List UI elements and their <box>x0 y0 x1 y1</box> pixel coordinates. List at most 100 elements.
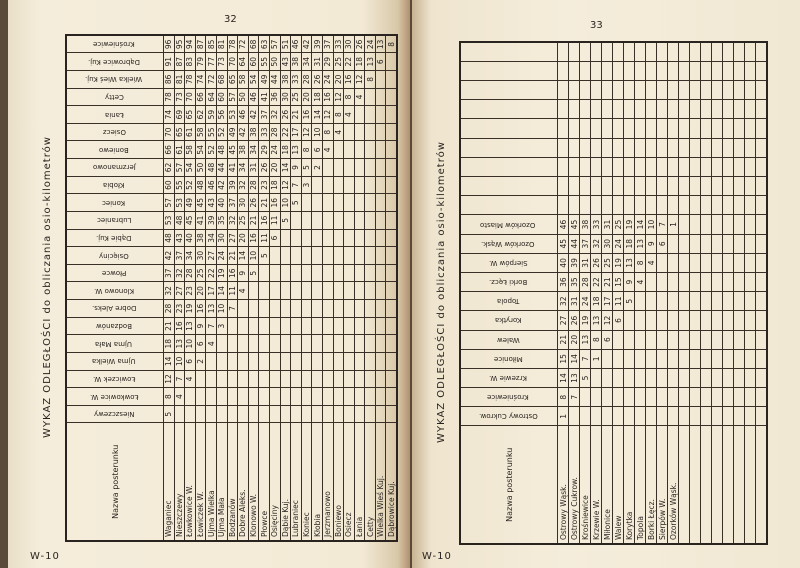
distance-cell <box>375 264 386 282</box>
distance-cell: 54 <box>195 141 206 159</box>
distance-cell <box>385 105 397 124</box>
distance-cell: 49 <box>184 193 196 212</box>
column-header: Ujma Mała <box>66 334 164 353</box>
distance-cell <box>678 349 690 369</box>
distance-cell: 27 <box>557 310 569 331</box>
distance-cell <box>375 299 386 318</box>
distance-cell: 18 <box>280 141 291 159</box>
distance-cell <box>568 157 580 177</box>
distance-cell: 20 <box>237 229 249 247</box>
distance-cell: 55 <box>205 123 217 141</box>
column-header: Łowiczek W. <box>66 370 164 388</box>
distance-cell: 62 <box>163 158 175 177</box>
distance-cell <box>667 119 679 139</box>
distance-cell <box>689 61 701 81</box>
distance-cell: 32 <box>557 291 569 311</box>
distance-cell <box>744 214 756 235</box>
distance-cell <box>205 352 217 371</box>
distance-cell <box>722 291 734 311</box>
distance-cell <box>733 272 745 292</box>
distance-cell <box>385 370 397 388</box>
distance-cell: 60 <box>163 176 175 194</box>
distance-cell: 20 <box>195 282 206 300</box>
distance-cell: 10 <box>280 193 291 212</box>
table-row: Sierpów W. 6 7 <box>656 42 668 544</box>
distance-cell <box>590 61 602 81</box>
distance-cell <box>364 317 376 335</box>
distance-cell <box>689 176 701 196</box>
distance-cell: 16 <box>248 229 259 247</box>
distance-cell: 59 <box>205 105 217 124</box>
station-name: Nieszczewy <box>174 423 185 541</box>
station-name: Dąbie Kuj. <box>280 423 291 541</box>
distance-cell <box>744 291 756 311</box>
column-header-label: Boniewo <box>99 145 129 154</box>
distance-cell: 87 <box>174 52 185 71</box>
distance-cell <box>700 195 712 215</box>
distance-cell: 54 <box>184 158 196 177</box>
distance-cell <box>375 229 386 247</box>
distance-cell <box>678 368 690 388</box>
table-row <box>755 42 767 544</box>
distance-cell <box>322 387 333 406</box>
distance-cell <box>354 405 365 423</box>
distance-cell <box>354 334 365 353</box>
distance-cell <box>258 282 270 300</box>
distance-cell <box>333 317 344 335</box>
distance-cell <box>678 80 690 100</box>
distance-cell <box>744 80 756 100</box>
distance-cell: 42 <box>301 35 312 53</box>
distance-cell <box>634 291 646 311</box>
distance-cell <box>667 368 679 388</box>
distance-cell: 68 <box>216 70 228 89</box>
distance-cell: 27 <box>174 282 185 300</box>
station-name: Wielka Wieś Kuj. <box>375 423 386 541</box>
distance-cell: 58 <box>184 141 196 159</box>
distance-cell <box>645 368 657 388</box>
distance-cell <box>290 334 302 353</box>
distance-cell <box>689 406 701 426</box>
distance-cell <box>280 405 291 423</box>
distance-cell <box>678 157 690 177</box>
distance-cell <box>645 291 657 311</box>
distance-cell <box>311 352 323 371</box>
distance-cell: 25 <box>601 253 613 273</box>
column-header-label: Klonowo W. <box>93 286 135 295</box>
distance-cell <box>258 299 270 318</box>
distance-cell: 48 <box>163 229 175 247</box>
column-header-label: Krzewie W. <box>489 374 527 383</box>
distance-cell <box>354 282 365 300</box>
distance-cell: 34 <box>248 141 259 159</box>
distance-cell <box>290 370 302 388</box>
distance-cell <box>612 195 624 215</box>
distance-cell <box>634 349 646 369</box>
distance-cell <box>375 370 386 388</box>
table-row <box>689 42 701 544</box>
column-header-label: Bodzanów <box>96 322 132 331</box>
column-header: Lubraniec <box>66 211 164 230</box>
distance-cell <box>678 119 690 139</box>
distance-cell: 87 <box>195 35 206 53</box>
table-row: Lubraniec 5 7 9 13 17 21 25 33 38 46 <box>290 35 302 541</box>
distance-cell <box>601 42 613 62</box>
distance-cell: 8 <box>322 123 333 141</box>
distance-cell: 44 <box>568 234 580 254</box>
distance-cell <box>667 138 679 158</box>
distance-cell <box>678 138 690 158</box>
column-header-label: Miłonice <box>493 354 523 363</box>
distance-cell: 16 <box>258 211 270 230</box>
table-row: Nieszczewy 4 7 10 13 16 23 27 32 37 43 48 53 55 57 61 65… <box>174 35 185 541</box>
distance-cell <box>364 229 376 247</box>
column-header <box>460 119 558 139</box>
distance-cell: 23 <box>174 299 185 318</box>
distance-cell <box>656 368 668 388</box>
table-row: Jerzmanowo 4 8 12 16 24 29 37 <box>322 35 333 541</box>
distance-cell: 14 <box>216 282 228 300</box>
distance-cell <box>733 291 745 311</box>
distance-cell: 6 <box>184 352 196 371</box>
name-column-header: Nazwa posterunku <box>460 426 558 544</box>
footer-code: W-10 <box>422 551 452 562</box>
table-row: Klonowo W. 5 10 16 21 26 28 31 34 38 42 46 54 60 68 <box>248 35 259 541</box>
distance-cell: 13 <box>375 35 386 53</box>
distance-cell <box>689 253 701 273</box>
